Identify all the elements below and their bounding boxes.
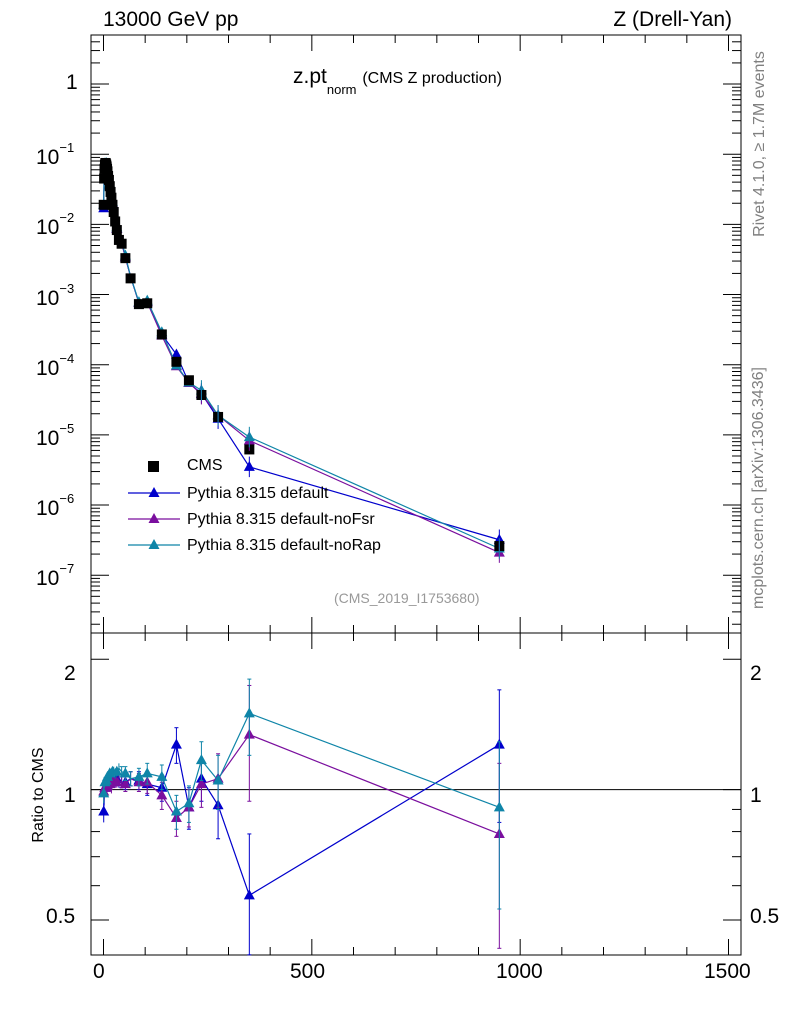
main-point-data (120, 253, 131, 264)
ratio-point-noRap (156, 770, 168, 781)
ratio-point-noRap (133, 770, 145, 781)
ratio-point-noRap (141, 767, 153, 778)
main-point-data (110, 216, 121, 227)
ratio-point-noRap (183, 797, 195, 808)
main-point-data (125, 273, 136, 284)
main-ytick-label: 10−4 (36, 351, 74, 381)
ratio-ytick-right-1: 1 (750, 784, 762, 807)
ratio-line-default (103, 742, 500, 897)
main-ytick-exponent: −5 (59, 420, 75, 436)
ratio-point-noFsr (111, 776, 123, 787)
legend-mark-noFsr (148, 513, 160, 523)
main-point-data (107, 199, 118, 210)
ratio-point-noRap (111, 765, 123, 776)
side-label-mcplots: mcplots.cern.ch [arXiv:1306.3436] (750, 367, 767, 609)
main-ytick-base: 10 (36, 497, 60, 521)
main-point-data (171, 356, 182, 367)
main-ytick-exponent: −7 (59, 561, 75, 577)
xtick-1000: 1000 (496, 960, 543, 983)
legend-mark-noRap (148, 539, 160, 549)
main-point-data (116, 238, 127, 249)
ratio-point-noRap (170, 805, 182, 816)
legend-label-norap: Pythia 8.315 default-noRap (187, 537, 381, 554)
main-point-data (183, 375, 194, 386)
main-ytick-base: 10 (36, 567, 60, 591)
ratio-axes-box (90, 632, 742, 956)
ratio-point-noRap (195, 754, 207, 765)
main-point-data (142, 298, 153, 309)
legend-mark-cms (148, 461, 159, 472)
plot-title-main: z.pt (293, 65, 327, 88)
main-point-data (133, 299, 144, 310)
main-ytick-base: 10 (36, 146, 60, 170)
xtick-1500: 1500 (704, 960, 751, 983)
legend-label-nofsr: Pythia 8.315 default-noFsr (187, 511, 375, 528)
main-point-data (106, 192, 117, 203)
main-ytick-exponent: −4 (59, 350, 75, 366)
main-point-default (170, 348, 182, 359)
main-ytick-base: 10 (36, 356, 60, 380)
main-point-data (103, 174, 114, 185)
main-ytick-label: 10−5 (36, 421, 74, 451)
ratio-panel-series (98, 678, 505, 956)
ratio-point-noFsr (195, 778, 207, 789)
main-ytick-exponent: −6 (59, 491, 75, 507)
ratio-point-noRap (98, 787, 110, 798)
main-ytick-label: 10−3 (36, 281, 74, 311)
xtick-500: 500 (290, 960, 326, 983)
ratio-point-noFsr (119, 778, 131, 789)
main-ytick-label: 10−7 (36, 561, 74, 591)
ratio-point-noRap (119, 767, 131, 778)
legend-label-cms: CMS (187, 457, 223, 474)
main-point-data (104, 181, 115, 192)
main-ytick-base: 10 (36, 286, 60, 310)
header-process-label: Z (Drell-Yan) (613, 8, 732, 31)
plot-title-rest: (CMS Z production) (362, 70, 502, 87)
ratio-ytick-right-0: 0.5 (750, 905, 780, 928)
main-ytick-exponent: −1 (59, 140, 75, 156)
ratio-ytick-left-2: 2 (64, 662, 76, 685)
main-point-data (111, 225, 122, 236)
header-beam-label: 13000 GeV pp (103, 8, 239, 31)
main-ytick-label: 10−2 (36, 210, 74, 240)
xtick-0: 0 (93, 960, 105, 983)
main-ytick-exponent: −2 (59, 210, 75, 226)
analysis-id: (CMS_2019_I1753680) (334, 590, 480, 606)
ratio-ylabel: Ratio to CMS (30, 747, 47, 843)
ratio-point-noRap (243, 707, 255, 718)
main-point-data (98, 199, 109, 210)
ratio-ytick-right-2: 2 (750, 662, 762, 685)
ratio-point-default (98, 805, 110, 816)
main-line-default (103, 161, 500, 541)
ratio-ytick-left-1: 1 (64, 784, 76, 807)
ratio-point-noFsr (156, 789, 168, 800)
ratio-point-default (243, 889, 255, 900)
ratio-panel-frame (90, 632, 742, 956)
main-ytick-label: 1 (66, 71, 78, 95)
main-panel-series (98, 156, 505, 563)
main-point-data (156, 329, 167, 340)
legend-label-default: Pythia 8.315 default (187, 485, 329, 502)
main-point-data (108, 207, 119, 218)
main-ytick-base: 10 (36, 426, 60, 450)
ratio-point-noRap (493, 801, 505, 812)
ratio-point-default (170, 738, 182, 749)
main-point-data (105, 186, 116, 197)
ratio-ytick-left-0: 0.5 (46, 905, 76, 928)
ratio-point-noRap (212, 774, 224, 785)
main-ytick-exponent: −3 (59, 280, 75, 296)
plot-title: z.ptnorm (CMS Z production) (293, 65, 502, 97)
main-ytick-label: 10−1 (36, 140, 74, 170)
side-label-rivet: Rivet 4.1.0, ≥ 1.7M events (751, 51, 768, 237)
main-ytick-base: 10 (36, 216, 60, 240)
legend-mark-default (148, 487, 160, 497)
plot-title-sub: norm (326, 82, 357, 98)
legend-marks (128, 461, 180, 549)
main-ytick-label: 10−6 (36, 491, 74, 521)
